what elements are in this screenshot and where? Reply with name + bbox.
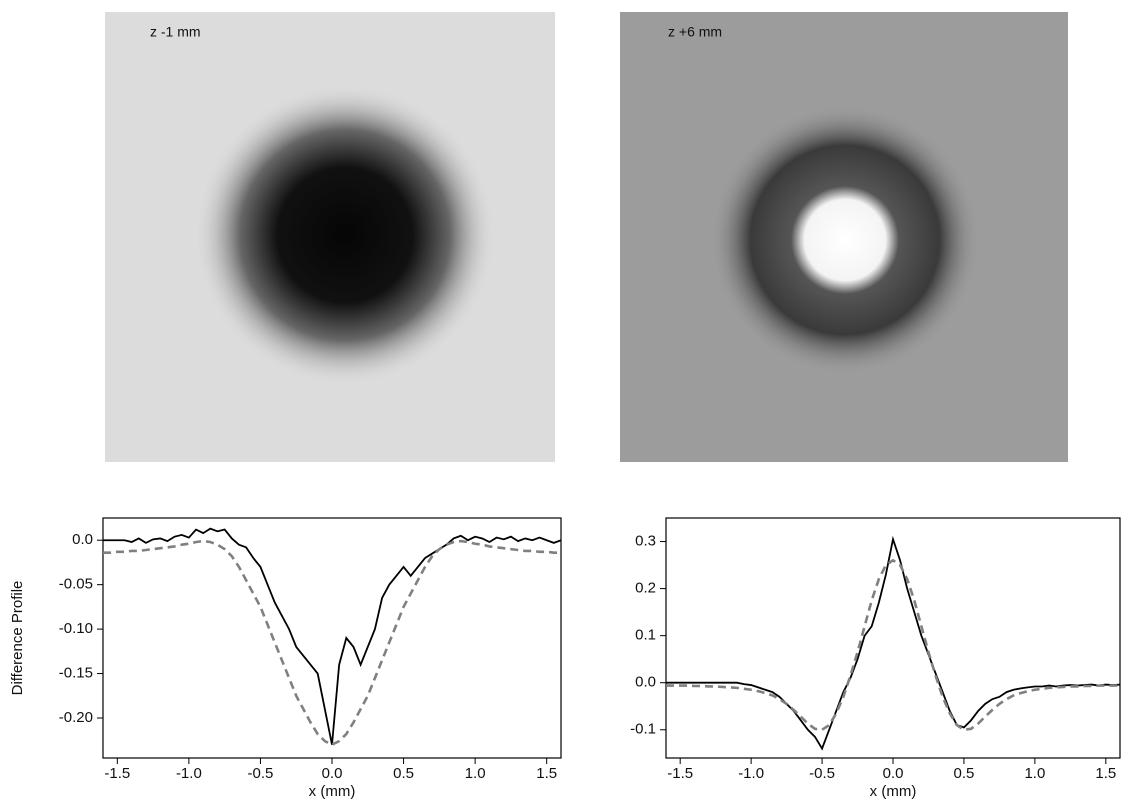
x-axis-label: x (mm)	[309, 783, 356, 800]
panel-label: z +6 mm	[668, 24, 722, 40]
x-tick-label: -1.0	[738, 765, 764, 782]
y-tick-label: -0.15	[59, 665, 93, 682]
panel-label: z -1 mm	[150, 24, 201, 40]
y-axis-label: Difference Profile	[9, 581, 26, 696]
y-tick-label: 0.1	[635, 627, 656, 644]
x-tick-label: 0.5	[954, 765, 975, 782]
y-tick-label: 0.3	[635, 532, 656, 549]
data-line	[666, 558, 1120, 732]
y-tick-label: 0.0	[635, 674, 656, 691]
y-tick-label: -0.20	[59, 709, 93, 726]
x-tick-label: 1.5	[1095, 765, 1116, 782]
x-tick-label: -1.0	[176, 765, 202, 782]
x-tick-label: -0.5	[809, 765, 835, 782]
data-line	[666, 535, 1121, 751]
x-tick-label: 0.5	[393, 765, 414, 782]
x-tick-label: 1.0	[1024, 765, 1045, 782]
image-left: z -1 mm	[105, 12, 555, 462]
chart: 0.3 0.2 0.1 0.0 -0.1 -1.5 -1.0 -0.5 0.0 0.5 1.0 1.5…	[630, 517, 1121, 800]
chart: 0.0 -0.05 -0.10 -0.15 -0.20 -1.5 -1.0 -0.5 0.0 0.…	[9, 517, 562, 800]
y-tick-label: -0.1	[630, 721, 656, 738]
x-tick-label: 0.0	[883, 765, 904, 782]
x-tick-label: 0.0	[322, 765, 343, 782]
x-tick-label: -0.5	[248, 765, 274, 782]
x-tick-label: -1.5	[104, 765, 130, 782]
x-axis-label: x (mm)	[870, 783, 917, 800]
x-tick-label: 1.5	[536, 765, 557, 782]
y-tick-label: -0.10	[59, 620, 93, 637]
plot-frame	[102, 517, 562, 759]
image-blob	[710, 105, 980, 375]
y-tick-label: 0.2	[635, 580, 656, 597]
image-blob	[195, 85, 495, 385]
image-right: z +6 mm	[620, 12, 1068, 462]
plot-frame	[665, 517, 1121, 759]
data-line	[103, 527, 562, 745]
x-tick-label: 1.0	[465, 765, 486, 782]
data-line	[103, 539, 561, 747]
y-tick-label: 0.0	[72, 531, 93, 548]
x-tick-label: -1.5	[667, 765, 693, 782]
y-tick-label: -0.05	[59, 576, 93, 593]
